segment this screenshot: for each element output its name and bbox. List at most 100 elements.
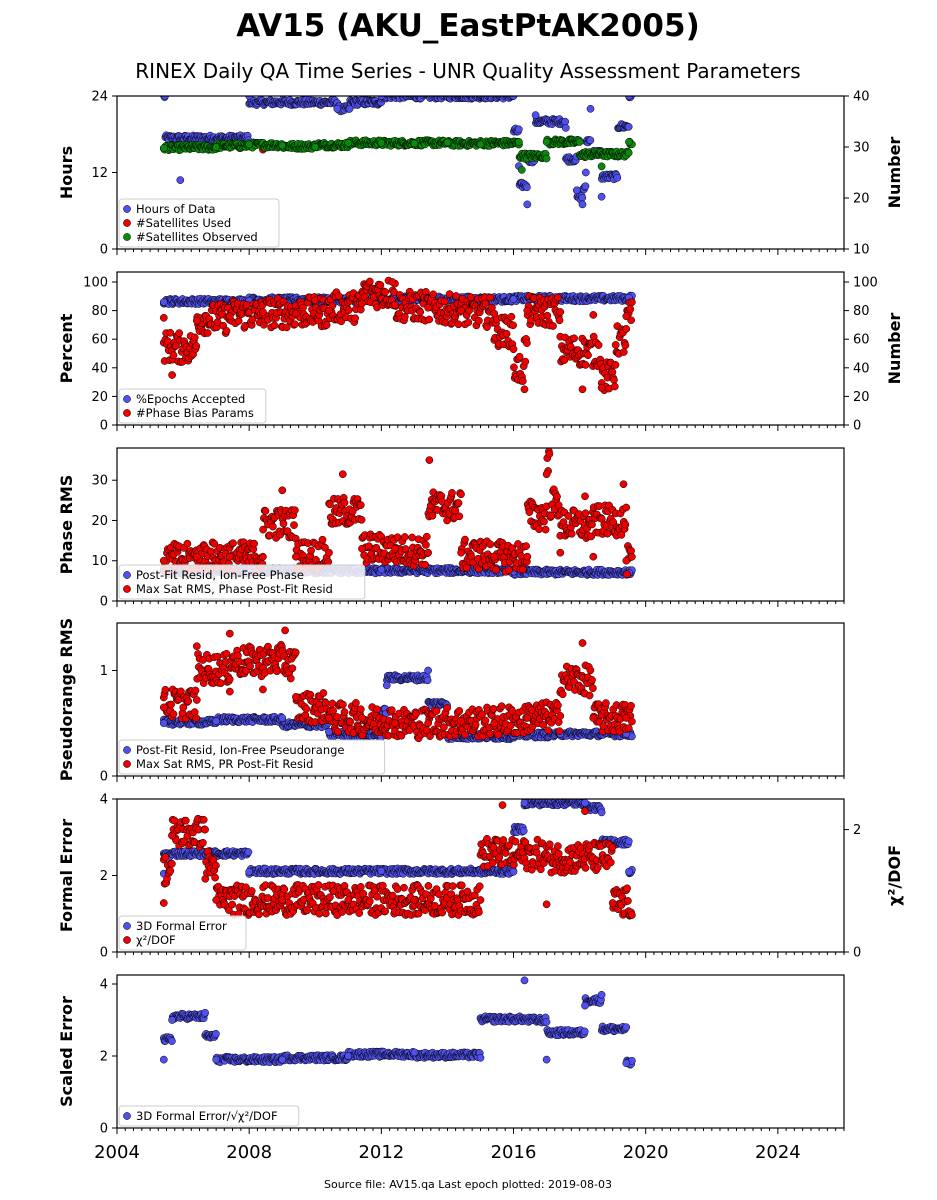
data-point <box>288 664 297 673</box>
data-point <box>564 512 573 520</box>
data-point <box>517 166 526 174</box>
data-point <box>523 552 532 561</box>
data-point <box>622 312 631 321</box>
data-point <box>594 341 603 349</box>
data-point <box>457 306 465 315</box>
data-point <box>597 383 606 392</box>
data-point <box>169 710 178 718</box>
data-point <box>321 543 329 552</box>
data-point <box>356 705 365 714</box>
data-point <box>610 382 619 391</box>
data-point <box>542 138 551 146</box>
y2-axis-label: Number <box>885 137 904 209</box>
data-point <box>190 333 199 342</box>
data-point <box>619 348 628 356</box>
legend-marker <box>123 571 131 579</box>
data-point <box>222 327 231 335</box>
data-point <box>589 311 598 319</box>
data-point <box>547 512 556 520</box>
data-point <box>581 492 589 501</box>
data-point <box>502 329 511 338</box>
data-point <box>318 535 327 544</box>
data-point <box>541 525 550 534</box>
data-point <box>192 714 201 722</box>
data-point <box>213 652 222 661</box>
data-point <box>381 288 390 296</box>
ytick-label: 20 <box>91 390 108 405</box>
data-point <box>212 143 221 151</box>
data-point <box>225 675 234 684</box>
data-point <box>203 329 212 337</box>
data-point <box>344 306 353 315</box>
data-point <box>176 176 185 184</box>
data-point <box>358 299 366 308</box>
data-point <box>489 704 498 713</box>
figure-title: AV15 (AKU_EastPtAK2005) <box>236 8 700 44</box>
data-point <box>192 342 201 350</box>
data-point <box>387 706 396 714</box>
data-point <box>191 686 200 695</box>
data-point <box>322 321 331 329</box>
data-point <box>490 552 499 561</box>
data-point <box>561 124 570 132</box>
ytick-label: 100 <box>83 276 108 291</box>
legend-box <box>118 388 267 424</box>
data-point <box>159 556 168 565</box>
data-point <box>523 200 532 209</box>
data-point <box>159 144 168 152</box>
data-point <box>603 529 612 538</box>
data-point <box>553 492 561 501</box>
data-point <box>572 186 581 195</box>
data-point <box>212 717 221 725</box>
data-point <box>422 532 431 541</box>
data-point <box>486 730 495 738</box>
data-point <box>279 519 288 528</box>
data-point <box>340 708 349 716</box>
data-point <box>373 705 381 714</box>
data-point <box>556 308 565 316</box>
y2tick-label: 60 <box>853 333 870 348</box>
data-point <box>523 183 531 192</box>
data-point <box>428 511 437 520</box>
series-points <box>159 626 636 744</box>
y2tick-label: 20 <box>853 390 870 405</box>
data-point <box>617 531 626 539</box>
data-point <box>514 125 523 134</box>
data-point <box>486 540 495 549</box>
data-point <box>210 539 219 548</box>
data-point <box>167 700 175 709</box>
data-point <box>578 200 587 209</box>
data-point <box>358 544 366 553</box>
data-point <box>521 357 530 366</box>
data-point <box>365 277 374 286</box>
data-point <box>166 328 175 337</box>
data-point <box>611 341 620 349</box>
data-point <box>461 730 469 739</box>
data-point <box>216 679 225 688</box>
data-point <box>621 520 630 529</box>
data-point <box>339 700 347 709</box>
data-point <box>531 111 540 119</box>
data-point <box>302 704 311 713</box>
data-point <box>183 539 192 548</box>
data-point <box>424 548 432 557</box>
y2tick-label: 0 <box>853 419 861 434</box>
data-point <box>225 312 234 321</box>
data-point <box>628 298 636 307</box>
data-point <box>445 290 454 298</box>
data-point <box>242 301 251 309</box>
data-point <box>388 278 397 286</box>
data-point <box>291 648 300 657</box>
data-point <box>544 726 552 735</box>
data-point <box>377 565 386 574</box>
data-point <box>622 325 631 333</box>
data-point <box>250 539 258 548</box>
data-point <box>351 314 359 323</box>
data-point <box>622 556 631 565</box>
data-point <box>273 667 281 676</box>
data-point <box>422 541 430 549</box>
y2tick-label: 40 <box>853 361 870 376</box>
